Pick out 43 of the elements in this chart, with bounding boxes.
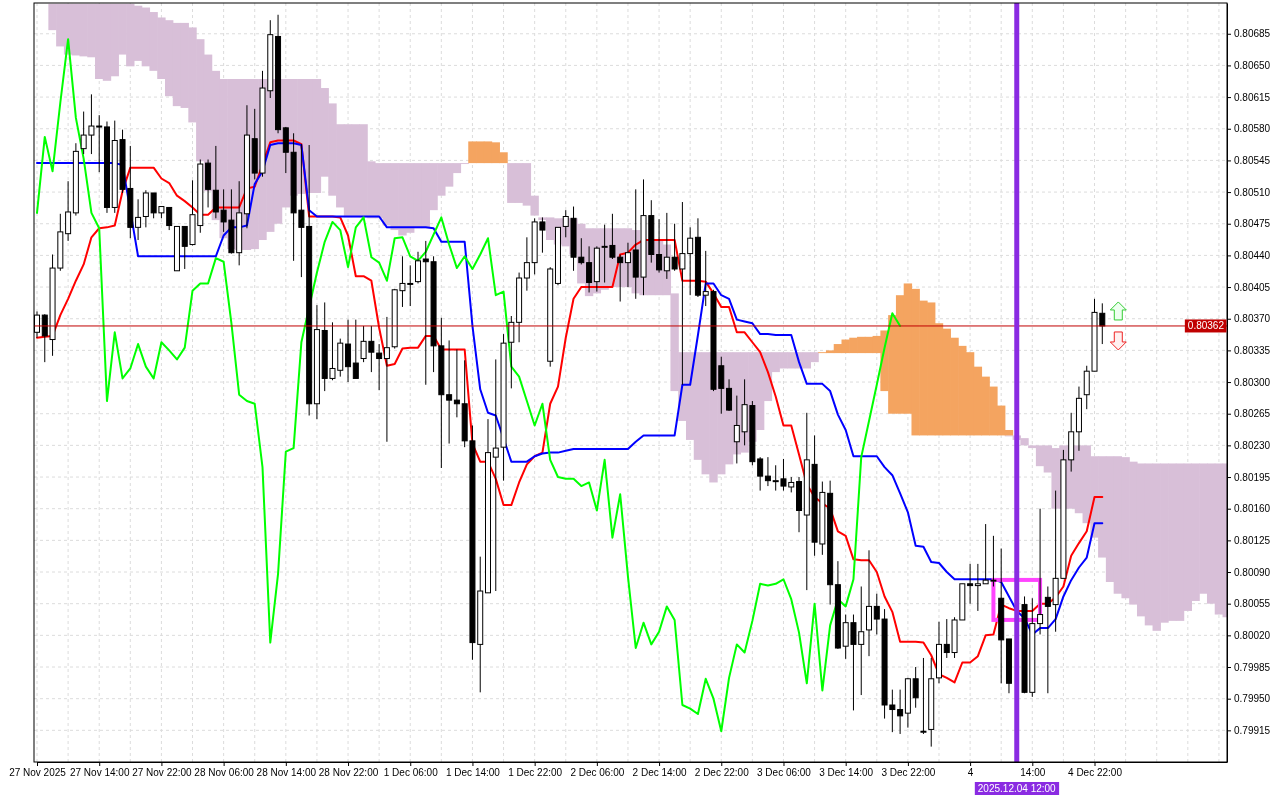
y-tick-label: 0.80055 [1234,598,1271,610]
y-tick-label: 0.80650 [1234,60,1271,72]
y-tick-label: 0.79985 [1234,661,1271,673]
y-tick-label: 0.80510 [1234,186,1271,198]
x-tick-label: 2 Dec 06:00 [570,767,625,779]
x-tick-label: 3 Dec 06:00 [757,767,812,779]
x-tick-label: 4 [967,767,974,779]
y-tick-label: 0.80615 [1234,91,1271,103]
x-tick-label: 28 Nov 22:00 [318,767,379,779]
x-tick-label: 3 Dec 14:00 [819,767,874,779]
y-tick-label: 0.79915 [1234,725,1271,737]
y-tick-label: 0.80370 [1234,313,1271,325]
y-tick-label: 0.80090 [1234,566,1271,578]
x-tick-label: 1 Dec 06:00 [383,767,439,779]
x-tick-label: 1 Dec 22:00 [508,767,563,779]
ref-line-label: 0.80362 [1187,320,1225,332]
x-tick-label: 2 Dec 22:00 [694,767,750,779]
y-tick-label: 0.80405 [1234,281,1271,293]
y-tick-label: 0.80685 [1234,28,1271,40]
x-tick-label: 2 Dec 14:00 [632,767,687,779]
y-tick-label: 0.79950 [1234,693,1271,705]
x-tick-label: 27 Nov 14:00 [69,767,130,779]
y-tick-label: 0.80440 [1234,250,1271,262]
y-tick-label: 0.80335 [1234,345,1271,357]
x-tick-label: 27 Nov 22:00 [132,767,193,779]
x-tick-label: 14:00 [1020,767,1046,779]
y-tick-label: 0.80125 [1234,535,1271,547]
x-tick-label: 28 Nov 06:00 [194,767,255,779]
y-tick-label: 0.80160 [1234,503,1271,515]
y-tick-label: 0.80230 [1234,440,1271,452]
y-tick-label: 0.80300 [1234,376,1271,388]
y-tick-label: 0.80020 [1234,630,1271,642]
y-tick-label: 0.80475 [1234,218,1271,230]
x-tick-label: 3 Dec 22:00 [881,767,936,779]
x-tick-label: 27 Nov 2025 [9,767,67,779]
x-tick-label: 2025.12.04 12:00 [977,783,1057,794]
x-tick-label: 28 Nov 14:00 [256,767,317,779]
y-tick-label: 0.80580 [1234,123,1271,135]
y-tick-label: 0.80265 [1234,408,1271,420]
x-tick-label: 4 Dec 22:00 [1068,767,1123,779]
y-tick-label: 0.80545 [1234,155,1271,167]
y-tick-label: 0.80195 [1234,471,1271,483]
x-tick-label: 1 Dec 14:00 [445,767,501,779]
